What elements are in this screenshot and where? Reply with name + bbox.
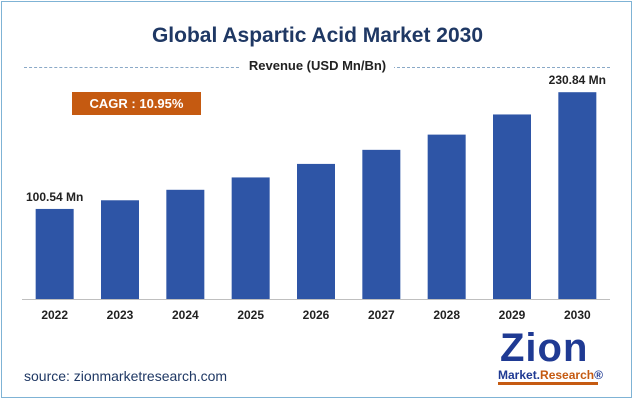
bar-2025 <box>231 177 270 299</box>
bar-2022 <box>35 208 74 299</box>
x-tick-label: 2024 <box>172 308 199 322</box>
subtitle-divider-left <box>24 67 244 68</box>
subtitle-text: Revenue (USD Mn/Bn) <box>240 58 395 73</box>
logo-sub-research: Research <box>540 368 595 382</box>
chart-subtitle: Revenue (USD Mn/Bn) <box>0 58 635 73</box>
logo-registered-mark: ® <box>594 368 603 382</box>
subtitle-divider-right <box>392 67 610 68</box>
cagr-badge: CAGR : 10.95% <box>72 92 201 115</box>
bar-2024 <box>166 189 205 299</box>
x-tick-label: 2030 <box>564 308 591 322</box>
bar-2029 <box>493 114 531 299</box>
zion-logo: Zion Market.Research® <box>488 326 618 390</box>
x-tick-label: 2028 <box>433 308 460 322</box>
source-text: source: zionmarketresearch.com <box>24 368 228 384</box>
x-tick-label: 2027 <box>368 308 395 322</box>
x-tick-label: 2029 <box>499 308 526 322</box>
logo-sub-text: Market.Research® <box>498 368 603 382</box>
logo-main-text: Zion <box>500 326 589 370</box>
data-label: 100.54 Mn <box>26 190 83 204</box>
bar-2030 <box>558 92 597 299</box>
logo-underline <box>498 382 598 385</box>
bar-2028 <box>427 134 466 299</box>
bar-2027 <box>362 149 401 299</box>
data-label: 230.84 Mn <box>549 73 606 87</box>
bar-2023 <box>101 200 139 299</box>
x-tick-label: 2022 <box>41 308 68 322</box>
x-tick-label: 2023 <box>107 308 134 322</box>
x-tick-label: 2025 <box>237 308 264 322</box>
logo-sub-market: Market. <box>498 368 541 382</box>
bar-2026 <box>297 163 335 299</box>
chart-title: Global Aspartic Acid Market 2030 <box>151 24 484 47</box>
x-tick-label: 2026 <box>303 308 330 322</box>
